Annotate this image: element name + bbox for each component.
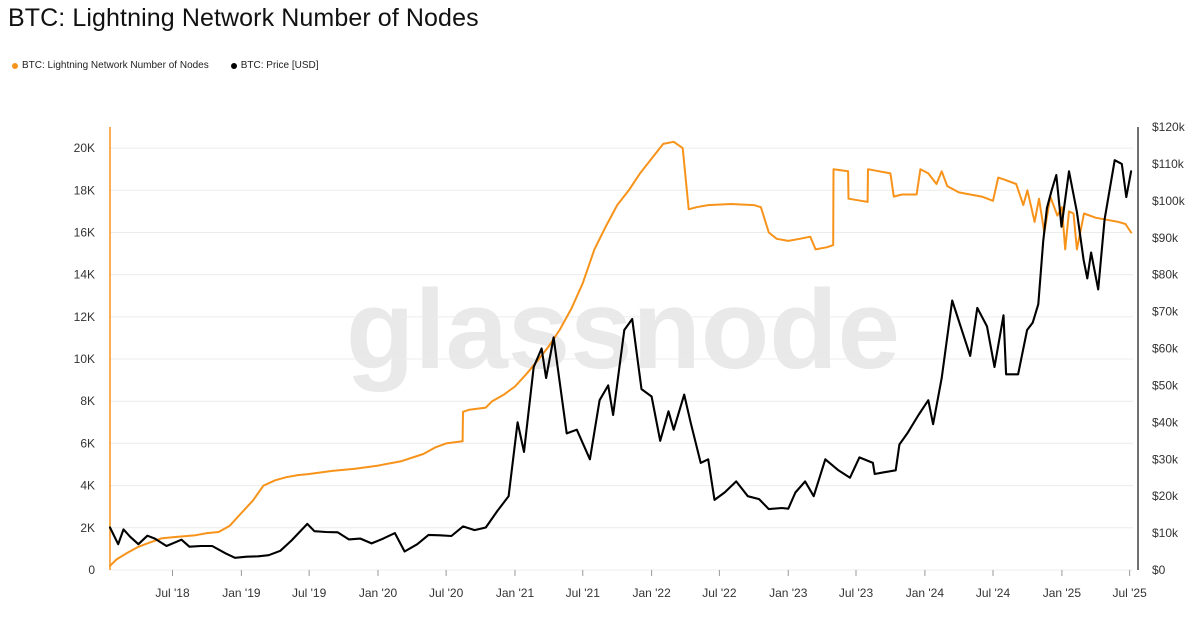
right-tick-label: $110k xyxy=(1152,157,1185,171)
left-tick-label: 18K xyxy=(74,183,95,197)
series-line-price xyxy=(108,159,1133,559)
left-tick-label: 0 xyxy=(88,563,95,577)
right-tick-label: $20k xyxy=(1152,489,1179,503)
right-tick-label: $70k xyxy=(1152,305,1179,319)
right-tick-label: $80k xyxy=(1152,268,1179,282)
chart-title: BTC: Lightning Network Number of Nodes xyxy=(8,4,479,32)
right-tick-label: $120k xyxy=(1152,120,1186,134)
watermark-glassnode: glassnode xyxy=(346,267,900,392)
x-tick-label: Jan '22 xyxy=(632,586,671,600)
left-tick-label: 2K xyxy=(80,521,95,535)
x-tick-label: Jul '18 xyxy=(155,586,190,600)
legend-label-price: BTC: Price [USD] xyxy=(240,60,319,71)
right-tick-label: $100k xyxy=(1152,194,1186,208)
right-tick-label: $90k xyxy=(1152,231,1179,245)
x-tick-label: Jul '22 xyxy=(702,586,737,600)
legend-dot-nodes xyxy=(12,62,18,69)
x-tick-label: Jul '24 xyxy=(976,586,1011,600)
x-tick-label: Jul '19 xyxy=(292,586,327,600)
left-tick-label: 12K xyxy=(74,310,95,324)
left-tick-label: 8K xyxy=(80,394,95,408)
legend-item-nodes[interactable]: BTC: Lightning Network Number of Nodes xyxy=(12,60,209,71)
x-tick-label: Jul '21 xyxy=(566,586,601,600)
right-tick-label: $10k xyxy=(1152,526,1179,540)
left-tick-label: 10K xyxy=(74,352,95,366)
x-tick-label: Jan '19 xyxy=(222,586,261,600)
right-tick-label: $0 xyxy=(1152,563,1166,577)
right-tick-label: $30k xyxy=(1152,452,1179,466)
x-tick-label: Jul '23 xyxy=(839,586,874,600)
right-tick-label: $40k xyxy=(1152,415,1179,429)
left-tick-label: 16K xyxy=(74,225,95,239)
right-tick-label: $60k xyxy=(1152,342,1179,356)
right-tick-label: $50k xyxy=(1152,378,1179,392)
left-tick-label: 6K xyxy=(80,436,95,450)
left-y-axis: 0 2K 4K 6K 8K 10K 12K 14K 16K 18K 20K xyxy=(74,127,111,577)
x-axis: Jul '18 Jan '19 Jul '19 Jan '20 Jul '20 Jan '… xyxy=(155,570,1147,600)
x-tick-label: Jan '20 xyxy=(359,586,398,600)
right-y-axis: $0 $10k $20k $30k $40k $50k $60k $70k $80k $90k $1… xyxy=(1137,120,1186,577)
x-tick-label: Jan '21 xyxy=(496,586,535,600)
left-tick-label: 20K xyxy=(74,141,95,155)
x-tick-label: Jan '25 xyxy=(1043,586,1082,600)
series-layer xyxy=(108,140,1133,567)
x-tick-label: Jan '23 xyxy=(769,586,808,600)
x-tick-label: Jan '24 xyxy=(906,586,945,600)
left-tick-label: 4K xyxy=(80,479,95,493)
x-tick-label: Jul '20 xyxy=(429,586,464,600)
legend-item-price[interactable]: BTC: Price [USD] xyxy=(230,60,319,71)
legend: BTC: Lightning Network Number of Nodes B… xyxy=(12,60,319,71)
legend-label-nodes: BTC: Lightning Network Number of Nodes xyxy=(22,60,209,71)
left-tick-label: 14K xyxy=(74,268,95,282)
legend-dot-price xyxy=(230,62,237,69)
series-line-nodes xyxy=(109,140,1133,567)
x-tick-label: Jul '25 xyxy=(1112,586,1147,600)
